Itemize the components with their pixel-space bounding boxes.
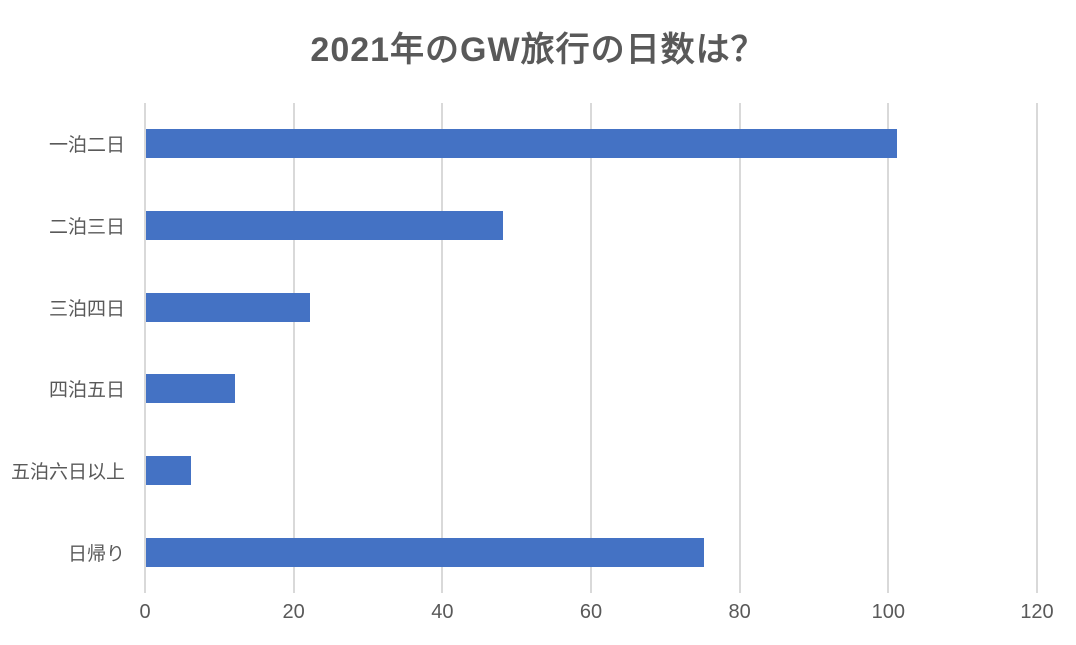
gridline [1036, 103, 1038, 593]
x-axis-tick-label: 60 [579, 601, 603, 623]
x-axis-tick-label: 100 [871, 601, 906, 623]
y-axis-category-label: 日帰り [67, 543, 125, 565]
y-axis-category-label: 四泊五日 [48, 380, 125, 402]
chart-bar [146, 292, 310, 322]
chart-title: 2021年のGW旅行の日数は？ [310, 31, 766, 69]
gridline [144, 103, 146, 593]
y-axis-category-label: 五泊六日以上 [10, 461, 125, 483]
x-axis-tick-label: 80 [728, 601, 751, 623]
y-axis-category-label: 二泊三日 [48, 216, 125, 238]
chart-bar [146, 374, 236, 404]
x-axis-tick-label: 20 [282, 601, 305, 623]
chart-bar [146, 456, 191, 485]
y-axis-category-label: 一泊二日 [48, 135, 125, 157]
y-axis-category-label: 三泊四日 [48, 298, 125, 320]
gridline [887, 103, 890, 593]
gridline [441, 103, 444, 593]
chart-bar [146, 211, 503, 240]
x-axis-tick-label: 120 [1020, 601, 1054, 623]
chart-bar [146, 129, 897, 159]
x-axis-tick-label: 40 [431, 601, 454, 623]
gridline [590, 103, 592, 593]
gridline [738, 103, 741, 593]
chart-bar [146, 537, 704, 567]
gridline [292, 103, 295, 593]
x-axis-tick-label: 0 [139, 601, 151, 623]
